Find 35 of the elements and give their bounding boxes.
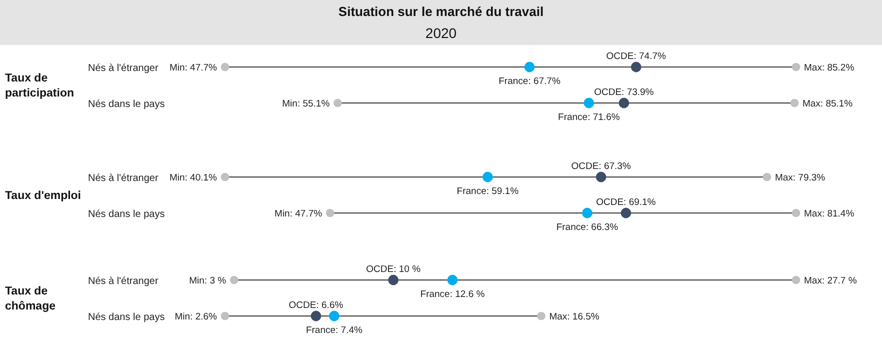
data-label: Min: 40.1% [169, 172, 218, 184]
category-label: Nés à l'étranger [88, 63, 159, 74]
data-label: OCDE: 69.1% [596, 197, 656, 208]
category-label: Nés dans le pays [88, 209, 165, 220]
data-label: Min: 55.1% [282, 98, 330, 110]
text: Taux de chômage [5, 286, 56, 312]
data-label: Min: 47.7% [274, 208, 323, 220]
data-label: Max: 81.4% [804, 208, 855, 220]
data-label: Min: 47.7% [169, 62, 218, 74]
data-label: Max: 85.2% [804, 62, 855, 74]
category-label: Nés à l'étranger [88, 276, 159, 287]
data-label: Min: 3 % [189, 276, 227, 286]
category-label: Nés dans le pays [88, 312, 165, 323]
data-label: Max: 27.7 % [804, 276, 858, 286]
data-label: France: 66.3% [556, 222, 619, 233]
data-label: OCDE: 74.7% [606, 51, 666, 62]
data-label: Max: 16.5% [549, 312, 600, 322]
data-label: OCDE: 73.9% [594, 87, 654, 98]
data-label: France: 7.4% [306, 325, 363, 336]
data-label: France: 59.1% [456, 186, 520, 197]
data-label: Min: 2.6% [174, 312, 218, 322]
text: Taux d'emploi [5, 190, 82, 202]
data-label: France: 71.6% [558, 112, 620, 123]
data-label: France: 67.7% [498, 76, 561, 87]
data-label: OCDE: 10 % [366, 264, 422, 275]
data-label: Max: 79.3% [774, 172, 826, 184]
data-label: Max: 85.1% [802, 98, 854, 110]
text: Situation sur le marché du travail [338, 4, 544, 19]
data-label: OCDE: 6.6% [288, 300, 344, 311]
category-label: Nés à l'étranger [88, 173, 159, 184]
text: 2020 [425, 25, 457, 41]
data-label: OCDE: 67.3% [571, 161, 632, 172]
data-label: France: 12.6 % [420, 289, 486, 300]
category-label: Nés dans le pays [88, 99, 165, 110]
text: Taux de participation [5, 72, 74, 100]
